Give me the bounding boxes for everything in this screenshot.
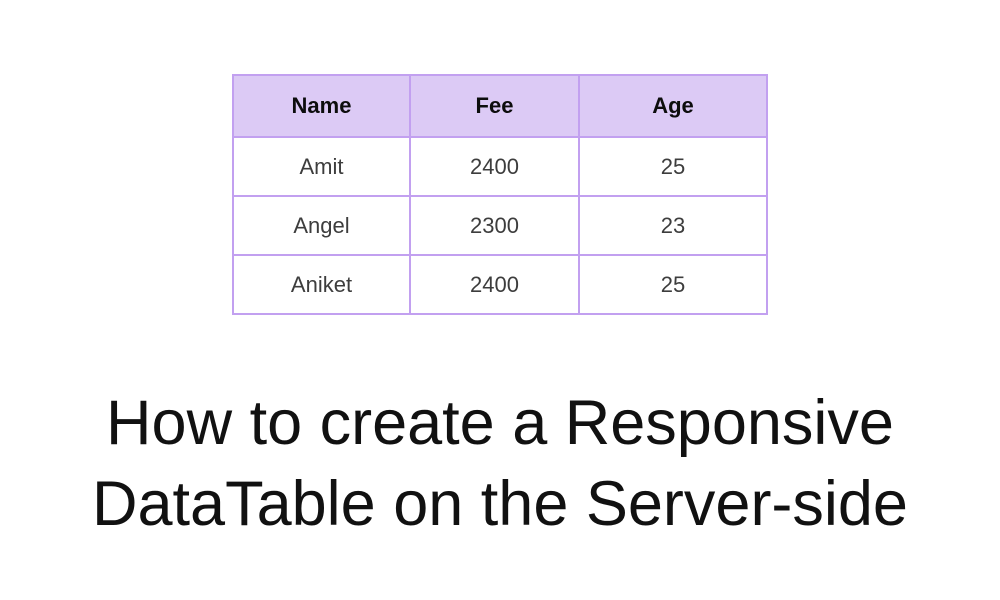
- data-table: Name Fee Age Amit 2400 25 Angel 2300 23 …: [232, 74, 768, 315]
- table-header-fee: Fee: [409, 74, 580, 138]
- table-cell-name: Angel: [232, 195, 411, 256]
- table-row: Aniket 2400 25: [232, 254, 768, 315]
- table-cell-fee: 2400: [409, 136, 580, 197]
- table-cell-name: Aniket: [232, 254, 411, 315]
- page-title: How to create a Responsive DataTable on …: [0, 383, 1000, 545]
- table-cell-age: 23: [578, 195, 768, 256]
- table-cell-name: Amit: [232, 136, 411, 197]
- table-row: Angel 2300 23: [232, 195, 768, 256]
- table-cell-age: 25: [578, 254, 768, 315]
- table-cell-age: 25: [578, 136, 768, 197]
- table-cell-fee: 2400: [409, 254, 580, 315]
- table-cell-fee: 2300: [409, 195, 580, 256]
- page-title-line-1: How to create a Responsive: [106, 388, 894, 458]
- table-row: Amit 2400 25: [232, 136, 768, 197]
- table-header-age: Age: [578, 74, 768, 138]
- page-title-line-2: DataTable on the Server-side: [92, 469, 908, 539]
- table-header-row: Name Fee Age: [232, 74, 768, 138]
- table-header-name: Name: [232, 74, 411, 138]
